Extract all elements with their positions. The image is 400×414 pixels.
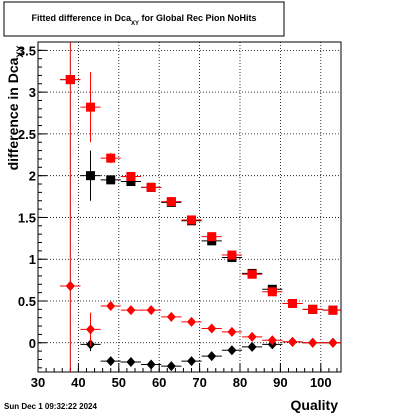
x-tick-label: 80 xyxy=(233,375,247,390)
data-point xyxy=(166,311,176,322)
x-tick-label: 70 xyxy=(192,375,206,390)
x-tick-label: 50 xyxy=(112,375,126,390)
data-point xyxy=(247,341,257,352)
data-point xyxy=(308,304,318,314)
data-series xyxy=(60,72,341,315)
y-tick-label: 0.5 xyxy=(18,294,36,309)
data-point xyxy=(126,177,136,187)
data-point xyxy=(106,153,116,163)
data-point xyxy=(247,331,257,342)
data-point xyxy=(288,298,298,308)
data-point xyxy=(267,335,277,346)
data-point xyxy=(227,345,237,356)
data-point xyxy=(207,351,217,362)
data-point xyxy=(267,287,277,297)
datestamp: Sun Dec 1 09:32:22 2024 xyxy=(4,402,97,411)
y-tick-label: 3.5 xyxy=(18,43,36,58)
data-point xyxy=(146,359,156,370)
x-tick-label: 100 xyxy=(310,375,332,390)
data-point xyxy=(146,182,156,192)
x-axis-label: Quality xyxy=(291,397,339,413)
data-point xyxy=(187,215,197,225)
chart-title: Fitted difference in DcaXY for Global Re… xyxy=(31,13,256,27)
data-point xyxy=(187,356,197,367)
x-tick-label: 60 xyxy=(152,375,166,390)
data-series xyxy=(60,280,341,348)
data-point xyxy=(328,337,338,348)
data-point xyxy=(207,323,217,334)
data-point xyxy=(247,269,257,279)
data-point xyxy=(126,305,136,316)
title-box: Fitted difference in DcaXY for Global Re… xyxy=(3,1,285,37)
data-point xyxy=(86,102,96,112)
data-points xyxy=(60,72,341,372)
data-point xyxy=(86,324,96,335)
data-point xyxy=(166,197,176,207)
x-tick-label: 40 xyxy=(71,375,85,390)
y-tick-label: 1 xyxy=(29,252,36,267)
y-tick-label: 2.5 xyxy=(18,127,36,142)
y-tick-label: 2 xyxy=(29,169,36,184)
data-point xyxy=(166,361,176,372)
data-point xyxy=(106,175,116,185)
y-tick-label: 3 xyxy=(29,85,36,100)
data-point xyxy=(65,280,75,291)
data-point xyxy=(65,75,75,85)
plot-frame xyxy=(37,41,342,373)
data-point xyxy=(146,305,156,316)
data-point xyxy=(207,232,217,242)
data-point xyxy=(328,305,338,315)
data-point xyxy=(227,326,237,337)
y-tick-label: 1.5 xyxy=(18,210,36,225)
axes: 30 40 50 60 70 80 90 100 0 0.5 1 1.5 2 2.5 3 3.5 xyxy=(18,43,338,390)
x-tick-label: 90 xyxy=(273,375,287,390)
y-tick-label: 0 xyxy=(29,336,36,351)
data-point xyxy=(288,336,298,347)
data-point xyxy=(126,172,136,182)
data-point xyxy=(86,171,96,181)
data-point xyxy=(106,356,116,367)
x-tick-label: 30 xyxy=(31,375,45,390)
data-point xyxy=(106,301,116,311)
data-point xyxy=(126,356,136,367)
data-point xyxy=(187,316,197,327)
y-axis-label: difference in DcaXY xyxy=(5,46,25,171)
data-point xyxy=(308,337,318,348)
data-point xyxy=(227,250,237,260)
